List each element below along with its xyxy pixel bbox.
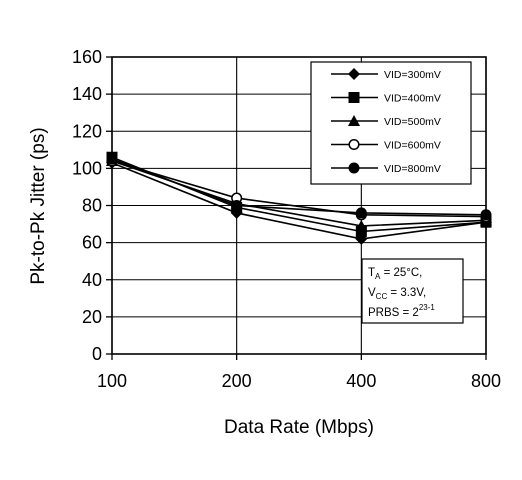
legend-marker bbox=[348, 92, 360, 103]
legend-marker bbox=[348, 138, 360, 151]
data-point bbox=[480, 209, 492, 221]
x-tick-label: 100 bbox=[97, 371, 127, 391]
y-axis-title: Pk-to-Pk Jitter (ps) bbox=[28, 127, 49, 284]
legend-label: VID=400mV bbox=[384, 93, 441, 105]
y-tick-label: 60 bbox=[82, 233, 102, 253]
legend-marker bbox=[348, 162, 360, 174]
legend-marker bbox=[348, 68, 360, 80]
y-tick-label: 100 bbox=[72, 158, 102, 178]
legend-label: VID=800mV bbox=[384, 163, 441, 175]
x-axis-title: Data Rate (Mbps) bbox=[224, 417, 374, 438]
y-tick-label: 80 bbox=[82, 196, 102, 216]
x-axis-ticks: 100 200 400 800 bbox=[97, 354, 501, 391]
legend-marker bbox=[348, 115, 360, 126]
y-tick-label: 20 bbox=[82, 307, 102, 327]
data-point bbox=[355, 225, 367, 237]
y-axis-ticks: 0 20 40 60 80 100 120 140 160 bbox=[72, 47, 112, 364]
conditions-box bbox=[361, 258, 464, 324]
legend-box bbox=[310, 61, 472, 185]
x-tick-label: 200 bbox=[222, 371, 252, 391]
x-tick-label: 800 bbox=[471, 371, 501, 391]
legend-label: VID=500mV bbox=[384, 116, 441, 128]
series-markers bbox=[106, 151, 492, 245]
conditions-line-prbs: PRBS = 223-1 bbox=[368, 303, 435, 319]
y-tick-label: 0 bbox=[92, 344, 102, 364]
conditions-line-temp: TA = 25°C, bbox=[368, 267, 422, 281]
conditions-line-vcc: VCC = 3.3V, bbox=[368, 287, 426, 301]
x-tick-label: 400 bbox=[346, 371, 376, 391]
legend-label: VID=300mV bbox=[384, 69, 441, 81]
data-point bbox=[355, 207, 367, 219]
y-tick-label: 120 bbox=[72, 121, 102, 141]
y-tick-label: 140 bbox=[72, 84, 102, 104]
y-tick-label: 160 bbox=[72, 47, 102, 67]
series-line bbox=[111, 160, 487, 218]
data-point bbox=[355, 219, 368, 231]
data-point bbox=[106, 153, 118, 165]
y-tick-label: 40 bbox=[82, 270, 102, 290]
data-point bbox=[231, 200, 243, 211]
series-line bbox=[111, 158, 487, 216]
legend-label: VID=600mV bbox=[384, 140, 441, 152]
legend: VID=300mV VID=400mV VID=500mV VID=600mV VID=… bbox=[310, 61, 472, 185]
series-lines bbox=[111, 156, 487, 240]
series-line bbox=[111, 162, 487, 240]
conditions-note: TA = 25°C, VCC = 3.3V, PRBS = 223-1 bbox=[361, 258, 464, 324]
